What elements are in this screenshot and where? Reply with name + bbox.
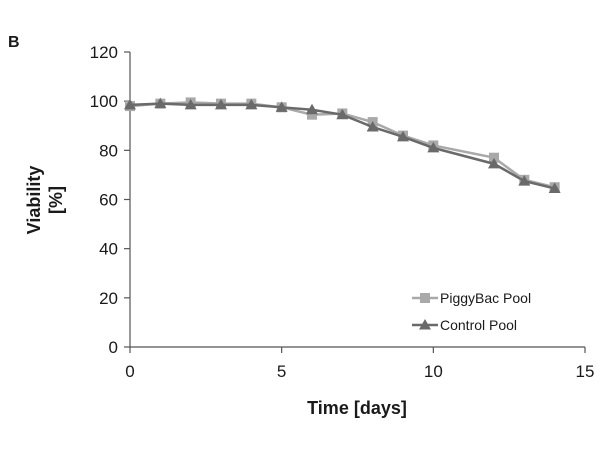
series-line (129, 101, 555, 189)
x-tick-label: 0 (125, 362, 134, 381)
y-tick-label: 120 (90, 43, 118, 62)
y-axis-title-line-2: [%] (46, 186, 66, 214)
y-axis-title: Viability [%] (24, 166, 66, 235)
data-point (548, 182, 561, 193)
data-point (124, 98, 136, 110)
legend-label: Control Pool (440, 317, 517, 333)
data-point (154, 97, 167, 109)
y-tick-label: 20 (99, 289, 118, 308)
data-point (184, 98, 197, 110)
y-axis-title-line-1: Viability (24, 166, 44, 235)
legend-label: PiggyBac Pool (440, 290, 531, 306)
legend-marker (419, 319, 431, 330)
data-point (518, 175, 531, 186)
y-tick-label: 40 (99, 240, 118, 259)
x-axis-title: Time [days] (307, 398, 407, 418)
legend-entry: PiggyBac Pool (412, 290, 531, 306)
data-point (336, 108, 349, 120)
series-control-pool (124, 97, 561, 193)
data-point (489, 152, 499, 163)
data-point (245, 98, 258, 110)
y-tick-label: 80 (99, 141, 118, 160)
data-point (306, 103, 318, 115)
data-point (215, 98, 227, 110)
axes: 0 20 40 60 80 100 120 0 5 10 15 (90, 43, 595, 381)
data-point (427, 141, 440, 153)
series-layer (124, 97, 561, 193)
y-tick-label: 60 (99, 191, 118, 210)
y-tick-label: 0 (109, 338, 118, 357)
x-tick-label: 5 (277, 362, 286, 381)
legend: PiggyBac Pool Control Pool (412, 290, 531, 333)
legend-entry: Control Pool (412, 317, 517, 333)
panel-label: B (8, 34, 20, 51)
y-tick-label: 100 (90, 92, 118, 111)
data-point (366, 120, 379, 132)
data-point (275, 101, 288, 112)
data-point (397, 130, 409, 142)
data-point (307, 109, 317, 120)
x-tick-label: 15 (576, 362, 595, 381)
legend-marker (420, 293, 430, 303)
x-tick-label: 10 (424, 362, 443, 381)
data-point (488, 157, 500, 169)
series-line (129, 102, 555, 190)
